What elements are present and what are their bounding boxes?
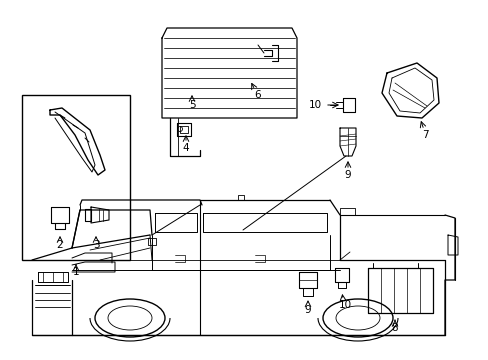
Text: 5: 5 [188, 100, 195, 110]
Bar [22, 95, 130, 260]
Text: 7: 7 [421, 130, 427, 140]
Text: 2: 2 [57, 240, 63, 250]
Text: 6: 6 [254, 90, 261, 100]
Ellipse shape [335, 306, 379, 330]
Text: 8: 8 [391, 323, 398, 333]
Text: 10: 10 [308, 100, 321, 110]
Circle shape [177, 126, 182, 131]
Text: 3: 3 [93, 240, 99, 250]
Text: 4: 4 [183, 143, 189, 153]
Ellipse shape [108, 306, 152, 330]
Ellipse shape [323, 299, 392, 337]
Text: 10: 10 [338, 300, 351, 310]
Text: 1: 1 [73, 267, 79, 277]
Text: 9: 9 [304, 305, 311, 315]
Text: 9: 9 [344, 170, 350, 180]
Ellipse shape [95, 299, 164, 337]
